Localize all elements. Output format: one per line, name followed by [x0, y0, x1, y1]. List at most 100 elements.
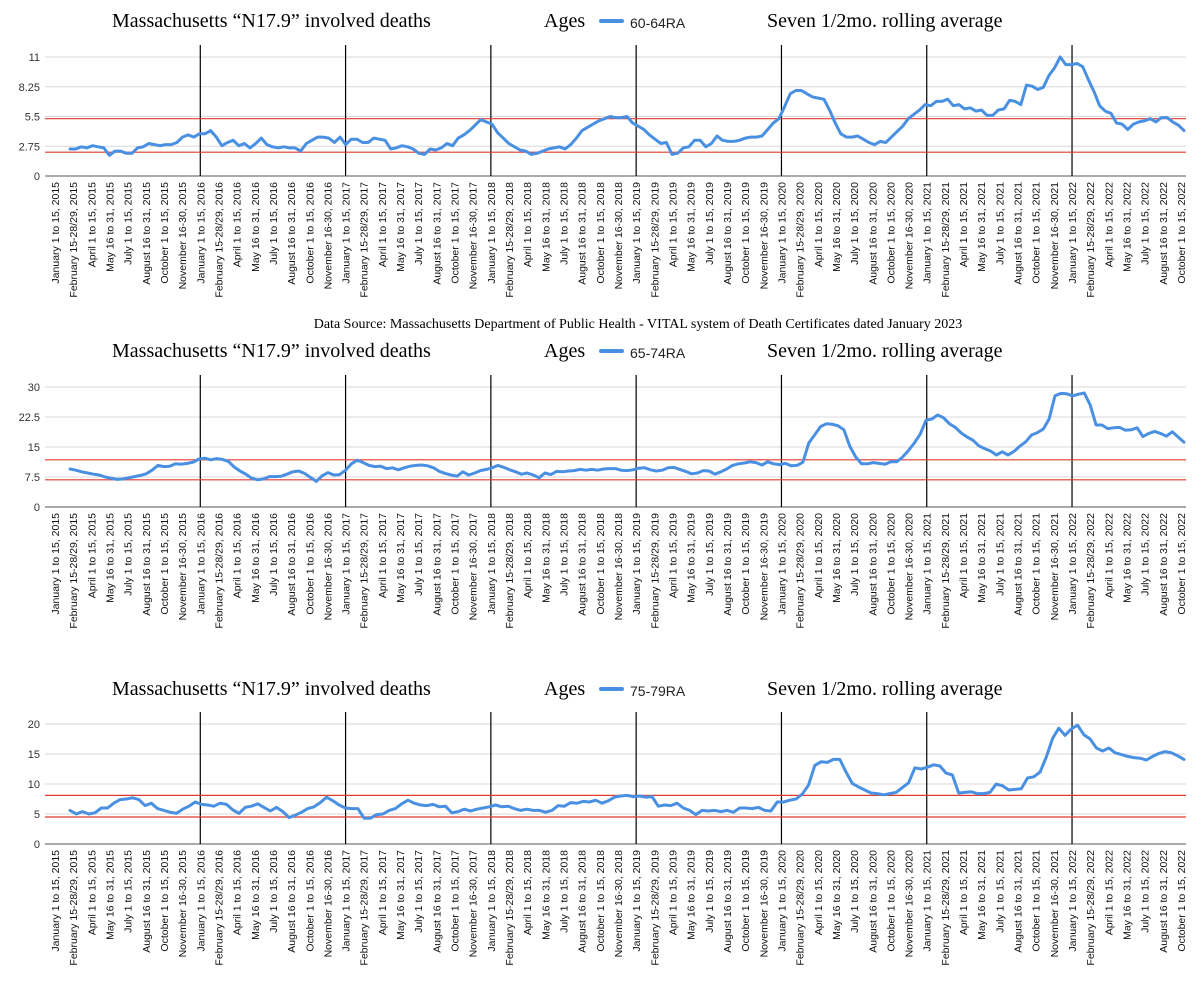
data-source-note: Data Source: Massachusetts Department of… [314, 317, 963, 332]
x-tick-label: January 1 to 15, 2015 [50, 513, 62, 615]
x-tick-label: October 1 to 15, 2017 [450, 182, 462, 284]
x-tick-label: April 1 to 15, 2019 [668, 850, 680, 935]
x-tick-label: November 16-30, 2017 [468, 850, 480, 958]
x-tick-label: February 15-28/29, 2021 [940, 513, 952, 629]
x-tick-label: November 16-30, 2021 [1049, 850, 1061, 958]
x-tick-label: May 16 to 31, 2016 [250, 182, 262, 272]
x-tick-label: April 1 to 15, 2017 [377, 513, 389, 598]
x-tick-label: February 15-28/29, 2017 [359, 182, 371, 298]
series-line-75-79RA [68, 723, 1186, 820]
x-tick-label: October 1 to 15, 2022 [1176, 182, 1188, 284]
x-tick-label: August 16 to 31, 2018 [577, 513, 589, 616]
x-tick-label: July 1 to 15, 2020 [849, 513, 861, 596]
chart-subtitle: Seven 1/2mo. rolling average [767, 340, 1003, 362]
series-line-60-64RA [68, 55, 1186, 157]
x-tick-label: November 16-30, 2015 [177, 850, 189, 958]
x-tick-label: October 1 to 15, 2020 [885, 850, 897, 952]
x-tick-label: November 16-30, 2016 [322, 513, 334, 621]
x-tick-label: July 1 to 15, 2017 [413, 850, 425, 933]
x-tick-label: August 16 to 31, 2019 [722, 182, 734, 285]
x-tick-label: February 15-28/29, 2018 [504, 850, 516, 966]
x-tick-label: October 1 to 15, 2015 [159, 513, 171, 615]
x-tick-label: May 16 to 31, 2020 [831, 513, 843, 603]
x-tick-label: August 16 to 31, 2017 [431, 850, 443, 953]
x-tick-label: November 16-30, 2015 [177, 513, 189, 621]
x-tick-label: February 15-28/29, 2016 [214, 182, 226, 298]
x-tick-label: October 1 to 15, 2018 [595, 850, 607, 952]
x-tick-label: October 1 to 15, 2022 [1176, 850, 1188, 952]
chart-panel-2: Massachusetts “N17.9” involved deaths Age… [19, 340, 1188, 629]
x-tick-label: January 1 to 15, 2022 [1067, 850, 1079, 952]
x-tick-label: April 1 to 15, 2015 [86, 513, 98, 598]
x-tick-label: November 16-30, 2017 [468, 513, 480, 621]
x-tick-label: July 1 to 15, 2017 [413, 513, 425, 596]
x-tick-label: April 1 to 15, 2019 [668, 513, 680, 598]
x-tick-label: July 1 to 15, 2016 [268, 850, 280, 933]
x-tick-label: January 1 to 15, 2019 [631, 850, 643, 952]
x-tick-label: February 15-28/29, 2015 [68, 850, 80, 966]
y-tick-label: 8.25 [19, 82, 40, 94]
x-tick-label: November 16-30, 2017 [468, 182, 480, 290]
x-tick-label: August 16 to 31, 2020 [867, 182, 879, 285]
chart-title: Massachusetts “N17.9” involved deaths [112, 10, 431, 32]
x-tick-label: October 1 to 15, 2017 [450, 850, 462, 952]
x-tick-label: April 1 to 15, 2015 [86, 850, 98, 935]
x-tick-label: July 1 to 15, 2017 [413, 182, 425, 265]
x-tick-label: May 16 to 31, 2016 [250, 513, 262, 603]
x-tick-label: May 16 to 31, 2022 [1122, 182, 1134, 272]
x-tick-label: April 1 to 15, 2021 [958, 182, 970, 267]
x-tick-label: November 16-30, 2019 [758, 513, 770, 621]
y-tick-label: 0 [34, 171, 40, 183]
x-tick-label: August 16 to 31, 2019 [722, 850, 734, 953]
x-tick-label: August 16 to 31, 2021 [1013, 513, 1025, 616]
x-tick-label: February 15-28/29, 2020 [795, 182, 807, 298]
x-tick-label: February 15-28/29, 2020 [795, 850, 807, 966]
legend-prefix: Ages [544, 340, 585, 362]
x-tick-label: July 1 to 15, 2015 [123, 513, 135, 596]
x-tick-label: October 1 to 15, 2020 [885, 513, 897, 615]
y-tick-label: 20 [28, 719, 40, 731]
x-tick-label: January 1 to 15, 2017 [341, 513, 353, 615]
y-tick-label: 0 [34, 502, 40, 514]
x-tick-label: November 16-30, 2015 [177, 182, 189, 290]
x-tick-label: May 16 to 31, 2019 [686, 513, 698, 603]
x-tick-label: May 16 to 31, 2015 [105, 850, 117, 940]
x-tick-label: January 1 to 15, 2017 [341, 182, 353, 284]
x-tick-label: May 16 to 31, 2018 [540, 513, 552, 603]
y-tick-label: 30 [28, 382, 40, 394]
x-tick-label: February 15-28/29, 2021 [940, 182, 952, 298]
x-tick-label: February 15-28/29, 2015 [68, 182, 80, 298]
y-tick-label: 22.5 [19, 412, 40, 424]
x-tick-label: February 15-28/29, 2022 [1085, 850, 1097, 966]
x-tick-label: July 1 to 15, 2021 [994, 182, 1006, 265]
x-tick-label: January 1 to 15, 2021 [922, 182, 934, 284]
x-tick-label: July 1 to 15, 2022 [1140, 182, 1152, 265]
x-tick-label: May 16 to 31, 2021 [976, 850, 988, 940]
x-tick-label: April 1 to 15, 2019 [668, 182, 680, 267]
x-tick-label: July 1 to 15, 2015 [123, 850, 135, 933]
x-tick-label: August 16 to 31, 2015 [141, 513, 153, 616]
y-tick-label: 15 [28, 749, 40, 761]
x-tick-label: January 1 to 15, 2015 [50, 850, 62, 952]
x-tick-label: August 16 to 31, 2016 [286, 513, 298, 616]
x-tick-label: August 16 to 31, 2019 [722, 513, 734, 616]
x-tick-label: January 1 to 15, 2016 [195, 850, 207, 952]
x-tick-label: April 1 to 15, 2022 [1103, 850, 1115, 935]
x-tick-label: July 1 to 15, 2020 [849, 182, 861, 265]
x-tick-label: October 1 to 15, 2021 [1031, 513, 1043, 615]
x-tick-label: April 1 to 15, 2017 [377, 182, 389, 267]
x-tick-label: February 15-28/29, 2015 [68, 513, 80, 629]
x-tick-label: April 1 to 15, 2016 [232, 513, 244, 598]
y-tick-label: 0 [34, 839, 40, 851]
x-tick-label: April 1 to 15, 2022 [1103, 513, 1115, 598]
x-tick-label: July 1 to 15, 2018 [559, 513, 571, 596]
x-tick-label: February 15-28/29, 2017 [359, 850, 371, 966]
x-tick-label: October 1 to 15, 2022 [1176, 513, 1188, 615]
x-tick-label: November 16-30, 2019 [758, 850, 770, 958]
x-tick-label: February 15-28/29, 2019 [649, 513, 661, 629]
x-tick-label: August 16 to 31, 2018 [577, 182, 589, 285]
x-tick-label: October 1 to 15, 2021 [1031, 850, 1043, 952]
x-tick-label: April 1 to 15, 2018 [522, 513, 534, 598]
x-tick-label: May 16 to 31, 2022 [1122, 513, 1134, 603]
